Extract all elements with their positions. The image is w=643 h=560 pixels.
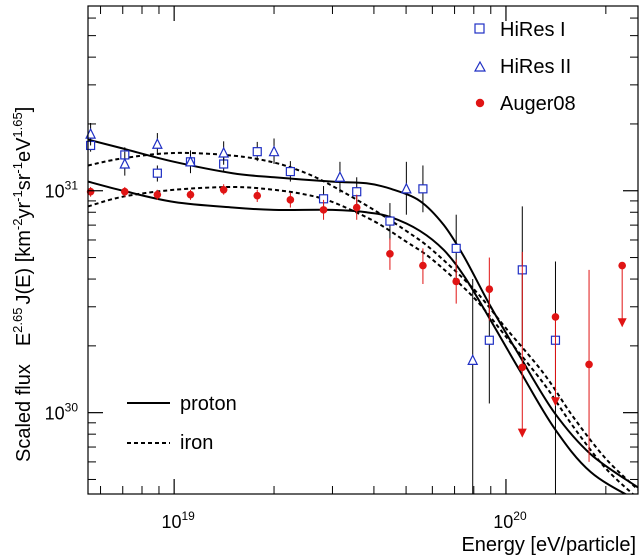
hires-ii-point [334,170,346,182]
auger08-upper-limit-arrow [550,397,560,407]
x-axis-label: Energy [eV/particle] [461,534,636,556]
proton-curve-1 [88,180,628,494]
legend-label-iron: iron [180,432,213,454]
legend-triangle-marker [473,60,487,72]
auger08-point [485,285,494,294]
auger08-point [319,206,328,214]
auger08-point [186,190,195,199]
auger08-upper-limit-arrow [517,428,527,438]
hires-i-point [451,243,461,253]
auger08-point [86,187,95,196]
axis-ticks [88,6,638,494]
legend-square-marker [474,23,485,34]
hires-ii-point [268,145,280,157]
auger08-point [386,249,394,258]
auger08-point [352,203,361,212]
auger08-upper-limit-arrow [617,318,627,328]
hires-ii-point [151,137,163,149]
auger08-point [219,185,228,194]
legend-experiments: HiRes I HiRes II Auger08 [473,19,576,115]
hires-i-point [252,147,262,157]
auger08-point [452,277,460,286]
auger08-point [253,191,262,200]
legend-label-hires2: HiRes II [500,56,571,78]
proton-curve-0 [88,138,638,489]
x-tick-label-1e20: 1020 [493,509,527,532]
hires-i-point [352,187,362,197]
data-points [85,122,627,494]
legend-label-auger: Auger08 [500,93,576,115]
auger08-point [419,261,427,270]
hires-ii-point [467,354,479,365]
auger08-point [120,187,129,196]
hires-i-point [152,168,162,178]
legend-circle-marker [475,98,485,108]
legend-label-hires1: HiRes I [500,19,566,41]
auger08-point [286,196,295,204]
hires-ii-point [218,146,230,158]
legend-label-proton: proton [180,393,237,415]
plot-frame [87,5,639,495]
hires-i-point [418,184,428,194]
y-axis-label: Scaled fluxE2.65J(E) [km-2yr-1sr-1eV1.65… [10,107,35,462]
hires-ii-point [400,182,412,194]
hires-i-point [385,216,395,226]
auger08-point [518,363,527,372]
hires-i-point [285,166,295,177]
auger08-point [618,261,626,270]
auger08-point [551,313,560,321]
legend-models: proton iron [127,393,237,454]
hires-ii-point [119,157,131,169]
hires-ii-point [185,155,196,167]
x-tick-label-1e19: 1019 [161,509,195,532]
auger08-point [153,190,162,199]
y-tick-label-1e31: 1031 [45,179,79,202]
auger08-point [585,360,593,369]
y-tick-label-1e30: 1030 [45,401,79,424]
hires-i-point [484,335,494,345]
